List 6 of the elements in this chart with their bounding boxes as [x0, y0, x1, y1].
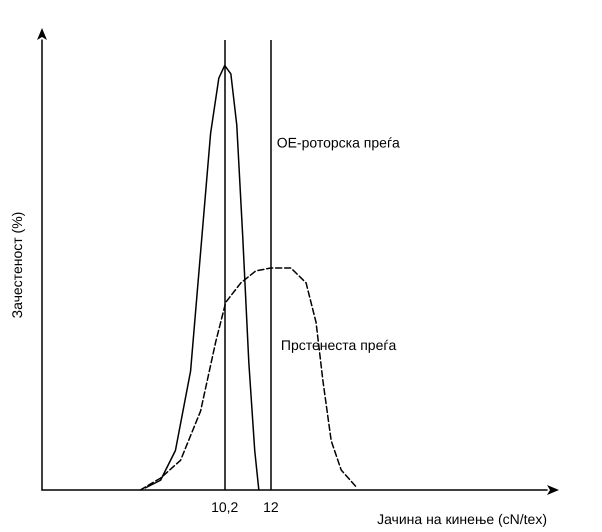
y-axis-title: Зачестеност (%): [9, 212, 25, 318]
text: OE-роторска преѓа: [276, 134, 400, 150]
x-axis-title: Јачина на кинење (cN/tex): [377, 511, 547, 527]
x-tick-label: 12: [263, 499, 279, 515]
series-label: Прстенеста преѓа: [280, 336, 396, 353]
x-tick-label: 10,2: [211, 499, 239, 515]
